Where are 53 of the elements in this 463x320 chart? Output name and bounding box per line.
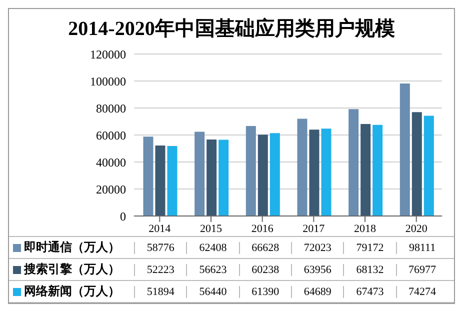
bar <box>412 112 422 216</box>
data-label: 56623 <box>186 264 239 276</box>
bar <box>321 128 332 216</box>
legend-label: 网络新闻（万人） <box>24 283 120 300</box>
bar <box>206 140 217 216</box>
data-label: 64689 <box>290 286 344 298</box>
data-label: 67473 <box>343 286 396 298</box>
data-label: 74274 <box>396 286 448 298</box>
bar <box>270 133 280 216</box>
bar <box>167 146 178 216</box>
bar <box>372 124 383 216</box>
data-label: 68132 <box>343 264 396 276</box>
data-label: 63956 <box>290 264 344 276</box>
data-label: 72023 <box>290 242 344 254</box>
y-tick-label: 0 <box>120 209 126 224</box>
data-label: 62408 <box>186 242 239 254</box>
bar <box>143 136 154 216</box>
bar <box>194 132 205 216</box>
bar <box>309 130 320 216</box>
x-tick-label: 2015 <box>200 222 222 235</box>
data-label: 60238 <box>238 264 291 276</box>
bar <box>360 124 371 216</box>
y-tick-label: 100000 <box>90 74 126 88</box>
bar <box>258 134 268 216</box>
data-label: 51894 <box>134 286 186 298</box>
data-label: 61390 <box>238 286 291 298</box>
bar <box>348 109 359 216</box>
bar <box>155 146 166 216</box>
bar <box>297 118 308 216</box>
bar <box>400 84 410 216</box>
y-tick-label: 40000 <box>96 155 126 170</box>
y-tick-label: 80000 <box>96 101 126 116</box>
x-tick-label: 2018 <box>354 222 376 235</box>
data-label: 52223 <box>134 264 186 276</box>
x-tick-label: 2016 <box>251 222 274 235</box>
chart-title: 2014-2020年中国基础应用类用户规模 <box>67 16 396 42</box>
legend-label: 搜索引擎（万人） <box>24 261 120 278</box>
data-label: 56440 <box>186 286 239 298</box>
bar <box>246 126 256 216</box>
data-label: 98111 <box>396 242 448 254</box>
data-label: 79172 <box>343 242 396 254</box>
legend-label: 即时通信（万人） <box>24 239 120 256</box>
x-tick-label: 2014 <box>148 222 172 235</box>
data-label: 76977 <box>396 264 448 276</box>
data-label: 58776 <box>134 242 186 254</box>
data-label: 66628 <box>238 242 291 254</box>
bar <box>218 140 229 216</box>
x-tick-label: 2020 <box>405 222 428 235</box>
y-tick-label: 120000 <box>90 47 126 62</box>
y-tick-label: 20000 <box>96 182 126 196</box>
bar <box>424 116 434 216</box>
y-tick-label: 60000 <box>96 128 126 142</box>
x-tick-label: 2017 <box>302 222 326 235</box>
